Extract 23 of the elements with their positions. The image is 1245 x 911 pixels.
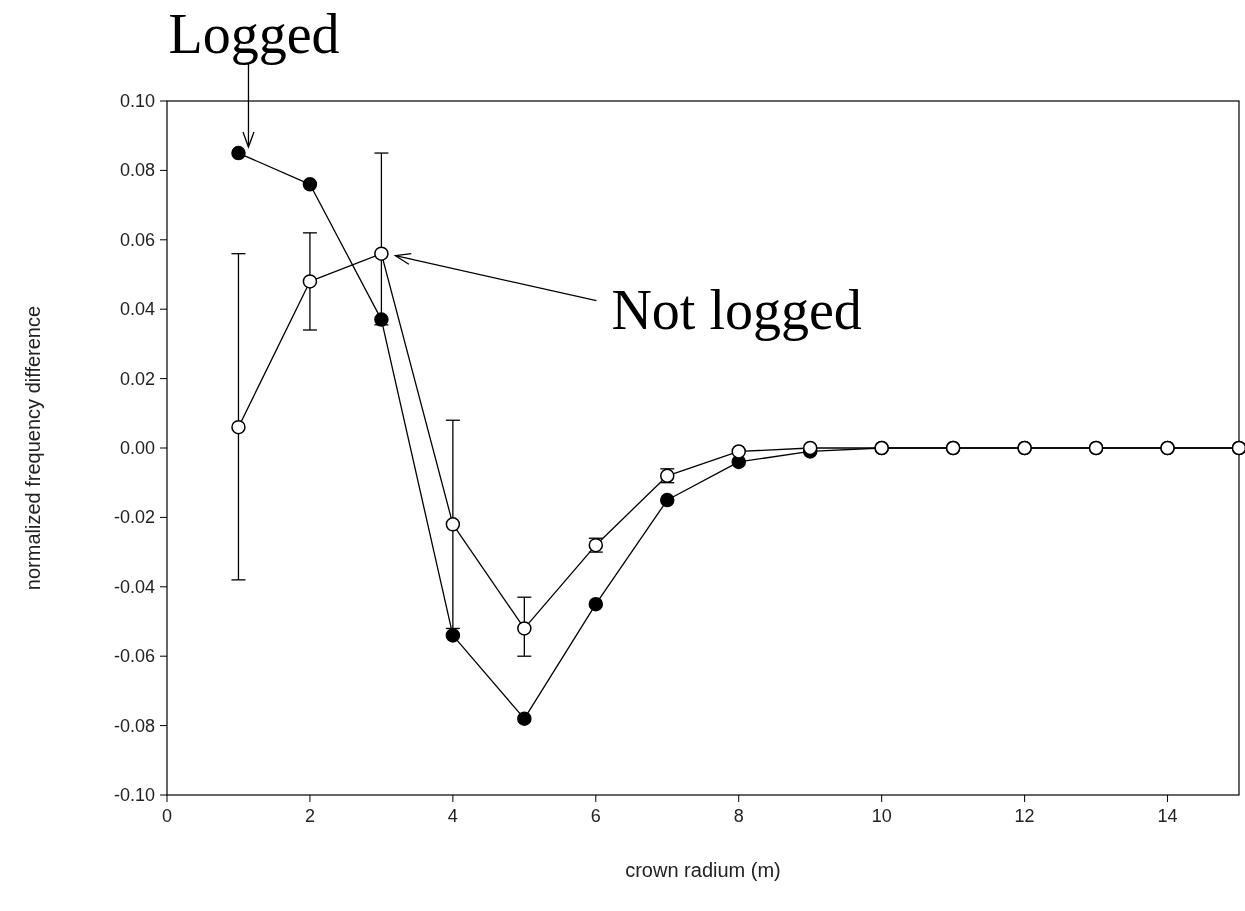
y-tick-label: 0.08 [119,160,155,181]
x-tick-label: 0 [161,806,173,826]
y-tick-label: -0.06 [113,646,155,667]
x-tick-label: 2 [304,806,315,826]
y-axis-title: normalized frequency difference [22,305,44,591]
x-tick-label: 12 [1014,806,1035,826]
legend-label: Not logged [611,278,862,341]
y-tick-label: 0.06 [119,229,155,250]
y-tick-label: 0.04 [119,299,155,320]
y-tick-label: -0.04 [113,576,155,597]
series-label: Logged [168,3,340,66]
x-tick-label: 6 [590,806,601,826]
x-tick-label: 8 [733,806,744,826]
y-tick-label: 0.00 [119,438,155,458]
y-tick-label: 0.02 [119,368,155,389]
x-axis-title: crown radium (m) [625,859,781,881]
x-tick-label: 4 [447,806,458,826]
y-tick-label: 0.10 [119,91,155,111]
x-tick-label: 10 [871,806,892,826]
y-tick-label: -0.02 [113,507,155,528]
y-tick-label: -0.10 [113,785,155,805]
y-tick-label: -0.08 [113,715,155,736]
x-tick-label: 14 [1157,806,1178,826]
